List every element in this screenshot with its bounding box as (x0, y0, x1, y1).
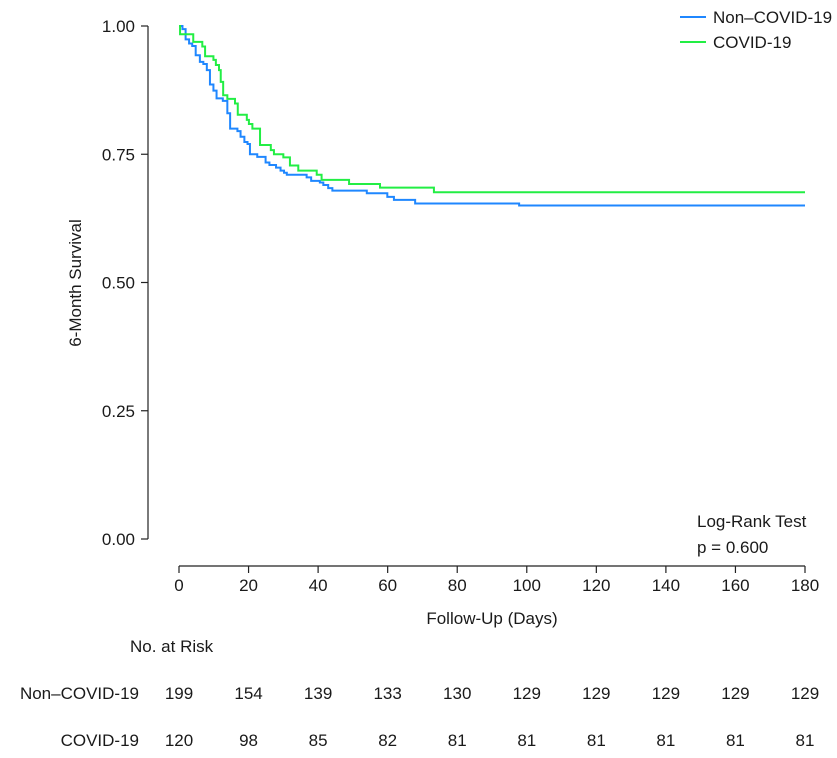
y-tick-label: 0.00 (102, 530, 135, 549)
risk-count: 81 (587, 731, 606, 750)
risk-table-title: No. at Risk (130, 637, 214, 656)
axes: 0.00 0.25 0.50 0.75 1.00 0 20 40 60 80 100 120 140 16… (102, 17, 819, 595)
x-tick-label: 120 (582, 576, 610, 595)
legend-label: Non–COVID-19 (713, 8, 832, 27)
risk-count: 154 (234, 684, 262, 703)
risk-count: 85 (309, 731, 328, 750)
y-tick-label: 0.75 (102, 145, 135, 164)
y-tick-label: 1.00 (102, 17, 135, 36)
x-tick-label: 20 (239, 576, 258, 595)
x-tick-label: 80 (448, 576, 467, 595)
risk-count: 81 (726, 731, 745, 750)
y-tick-label: 0.50 (102, 274, 135, 293)
risk-count: 129 (721, 684, 749, 703)
risk-count: 120 (165, 731, 193, 750)
risk-count: 199 (165, 684, 193, 703)
x-axis-label: Follow-Up (Days) (426, 609, 557, 628)
x-tick-label: 180 (791, 576, 819, 595)
series-group (179, 25, 805, 207)
risk-count: 81 (517, 731, 536, 750)
survival-curve-covid (179, 25, 805, 194)
risk-count: 133 (373, 684, 401, 703)
risk-count: 129 (582, 684, 610, 703)
legend: Non–COVID-19 COVID-19 (680, 8, 832, 52)
risk-count: 82 (378, 731, 397, 750)
risk-count: 130 (443, 684, 471, 703)
y-tick-label: 0.25 (102, 402, 135, 421)
x-tick-label: 40 (309, 576, 328, 595)
logrank-pvalue: p = 0.600 (697, 538, 768, 557)
survival-curve-non-covid (179, 25, 805, 207)
x-tick-label: 0 (174, 576, 183, 595)
risk-count: 98 (239, 731, 258, 750)
legend-label: COVID-19 (713, 33, 791, 52)
x-tick-label: 60 (378, 576, 397, 595)
risk-row-label: Non–COVID-19 (20, 684, 139, 703)
risk-count: 81 (796, 731, 815, 750)
logrank-title: Log-Rank Test (697, 512, 807, 531)
risk-table: Non–COVID-19 199 154 139 133 130 129 129 129 129 1… (20, 684, 819, 750)
x-tick-label: 100 (513, 576, 541, 595)
x-tick-label: 160 (721, 576, 749, 595)
risk-count: 81 (448, 731, 467, 750)
x-tick-label: 140 (652, 576, 680, 595)
risk-count: 129 (652, 684, 680, 703)
risk-row-label: COVID-19 (61, 731, 139, 750)
risk-count: 129 (513, 684, 541, 703)
risk-count: 139 (304, 684, 332, 703)
y-axis-label: 6-Month Survival (66, 219, 85, 347)
risk-count: 129 (791, 684, 819, 703)
risk-count: 81 (656, 731, 675, 750)
